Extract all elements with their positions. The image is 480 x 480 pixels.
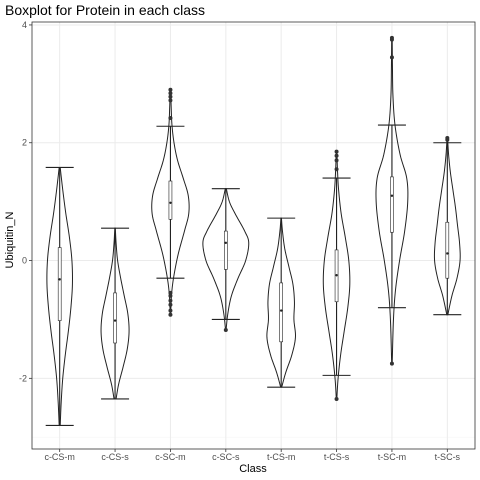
outlier-point <box>335 397 339 401</box>
iqr-box <box>280 283 283 342</box>
x-tick-label: t-CS-s <box>324 452 350 462</box>
outlier-point <box>168 116 172 120</box>
outlier-point <box>168 95 172 99</box>
outlier-point <box>224 328 228 332</box>
y-axis: -2 0 2 4 <box>19 20 32 383</box>
outlier-point <box>335 167 339 171</box>
median-point <box>335 274 337 276</box>
median-point <box>114 319 116 321</box>
iqr-box <box>58 248 61 321</box>
y-tick-label: 0 <box>22 256 27 266</box>
median-point <box>280 309 282 311</box>
outlier-point <box>168 313 172 317</box>
outlier-point <box>390 55 394 59</box>
x-tick-label: c-CS-m <box>44 452 75 462</box>
median-point <box>169 202 171 204</box>
grid <box>32 22 475 449</box>
outlier-point <box>168 98 172 102</box>
iqr-box <box>224 231 227 269</box>
iqr-box <box>114 293 117 343</box>
outlier-point <box>168 309 172 313</box>
outlier-point <box>168 91 172 95</box>
violin-group <box>46 167 74 425</box>
outlier-point <box>445 136 449 140</box>
outlier-point <box>335 158 339 162</box>
y-tick-label: 4 <box>22 20 27 30</box>
violin-group <box>323 150 351 401</box>
y-tick-label: 2 <box>22 138 27 148</box>
iqr-box <box>446 222 449 278</box>
violin-group <box>101 228 129 399</box>
median-point <box>391 195 393 197</box>
outlier-point <box>168 299 172 303</box>
y-axis-title: Ubiquitin_N <box>4 212 16 269</box>
outlier-point <box>168 291 172 295</box>
violins <box>46 36 462 426</box>
chart-title: Boxplot for Protein in each class <box>5 2 205 18</box>
plot-panel-border <box>32 22 475 449</box>
x-tick-label: t-SC-m <box>378 452 407 462</box>
iqr-box <box>169 181 172 219</box>
x-axis: c-CS-m c-CS-s c-SC-m c-SC-s t-CS-m t-CS-s t-SC… <box>44 449 460 462</box>
y-tick-label: -2 <box>19 373 27 383</box>
outlier-point <box>390 362 394 366</box>
violin-group <box>267 218 296 387</box>
outlier-point <box>168 88 172 92</box>
x-tick-label: c-SC-s <box>212 452 240 462</box>
x-tick-label: t-CS-m <box>267 452 296 462</box>
outlier-point <box>335 150 339 154</box>
x-tick-label: t-SC-s <box>435 452 461 462</box>
outlier-point <box>168 303 172 307</box>
violin-group <box>433 136 461 315</box>
median-point <box>225 242 227 244</box>
x-tick-label: c-SC-m <box>155 452 186 462</box>
median-point <box>446 252 448 254</box>
outlier-point <box>335 154 339 158</box>
iqr-box <box>390 177 393 232</box>
median-point <box>58 278 60 280</box>
x-axis-title: Class <box>239 463 267 475</box>
outlier-point <box>390 36 394 40</box>
x-tick-label: c-CS-s <box>101 452 129 462</box>
